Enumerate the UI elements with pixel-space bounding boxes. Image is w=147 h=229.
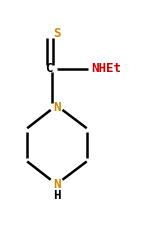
Text: N: N <box>53 101 60 114</box>
Text: NHEt: NHEt <box>91 62 121 75</box>
Text: S: S <box>53 27 60 40</box>
Text: H: H <box>53 189 60 202</box>
Text: C: C <box>45 62 53 75</box>
Text: N: N <box>53 178 60 191</box>
